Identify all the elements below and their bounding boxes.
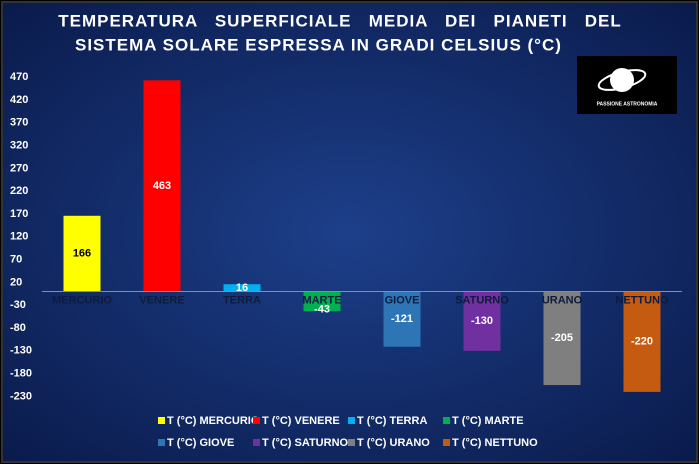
- x-tick-label: NETTUNO: [615, 294, 669, 306]
- logo-text: PASSIONE ASTRONOMIA: [597, 101, 658, 107]
- legend-label: T (°C) SATURNO: [262, 437, 349, 449]
- y-tick-label: 120: [10, 231, 28, 243]
- legend-swatch: [443, 417, 450, 424]
- x-tick-label: SATURNO: [455, 294, 509, 306]
- y-tick-label: 170: [10, 208, 28, 220]
- legend-label: T (°C) MERCURIO: [167, 415, 260, 427]
- bar: [623, 291, 661, 392]
- x-tick-label: MERCURIO: [52, 294, 112, 306]
- legend-swatch: [348, 417, 355, 424]
- y-tick-label: -230: [10, 390, 32, 402]
- x-tick-label: TERRA: [223, 294, 261, 306]
- value-label: 16: [236, 282, 248, 294]
- value-label: -130: [471, 315, 493, 327]
- y-tick-label: 270: [10, 162, 28, 174]
- legend-swatch: [443, 439, 450, 446]
- y-tick-label: 370: [10, 117, 28, 129]
- y-tick-label: -130: [10, 345, 32, 357]
- value-label: 463: [153, 180, 171, 192]
- y-tick-label: 420: [10, 94, 28, 106]
- bar: [463, 291, 501, 351]
- legend-label: T (°C) URANO: [357, 437, 430, 449]
- bar: [543, 291, 581, 386]
- value-label: -205: [551, 332, 573, 344]
- chart-title: SISTEMA SOLARE ESPRESSA IN GRADI CELSIUS…: [75, 35, 562, 54]
- x-tick-label: GIOVE: [385, 294, 420, 306]
- legend-swatch: [348, 439, 355, 446]
- logo-planet: [610, 68, 634, 92]
- legend-label: T (°C) TERRA: [357, 415, 427, 427]
- bar: [383, 291, 421, 347]
- y-tick-label: 320: [10, 139, 28, 151]
- y-tick-label: -80: [10, 322, 26, 334]
- bar: [223, 284, 261, 292]
- bar: [143, 80, 181, 292]
- bar: [303, 291, 341, 312]
- value-label: -121: [391, 313, 413, 325]
- y-tick-label: -180: [10, 368, 32, 380]
- legend-swatch: [158, 439, 165, 446]
- y-tick-label: -30: [10, 299, 26, 311]
- legend-label: T (°C) MARTE: [452, 415, 524, 427]
- y-tick-label: 470: [10, 71, 28, 83]
- x-tick-label: MARTE: [302, 294, 341, 306]
- value-label: -220: [631, 336, 653, 348]
- bar: [63, 215, 101, 292]
- legend-label: T (°C) GIOVE: [167, 437, 234, 449]
- legend-label: T (°C) VENERE: [262, 415, 340, 427]
- legend-swatch: [253, 417, 260, 424]
- legend-swatch: [253, 439, 260, 446]
- value-label: -43: [314, 303, 330, 315]
- legend-label: T (°C) NETTUNO: [452, 437, 538, 449]
- x-tick-label: URANO: [542, 294, 583, 306]
- chart-title: TEMPERATURA SUPERFICIALE MEDIA DEI PIANE…: [58, 11, 622, 30]
- y-tick-label: 20: [10, 276, 22, 288]
- value-label: 166: [73, 248, 91, 260]
- x-tick-label: VENERE: [139, 294, 184, 306]
- y-tick-label: 70: [10, 253, 22, 265]
- legend-swatch: [158, 417, 165, 424]
- y-tick-label: 220: [10, 185, 28, 197]
